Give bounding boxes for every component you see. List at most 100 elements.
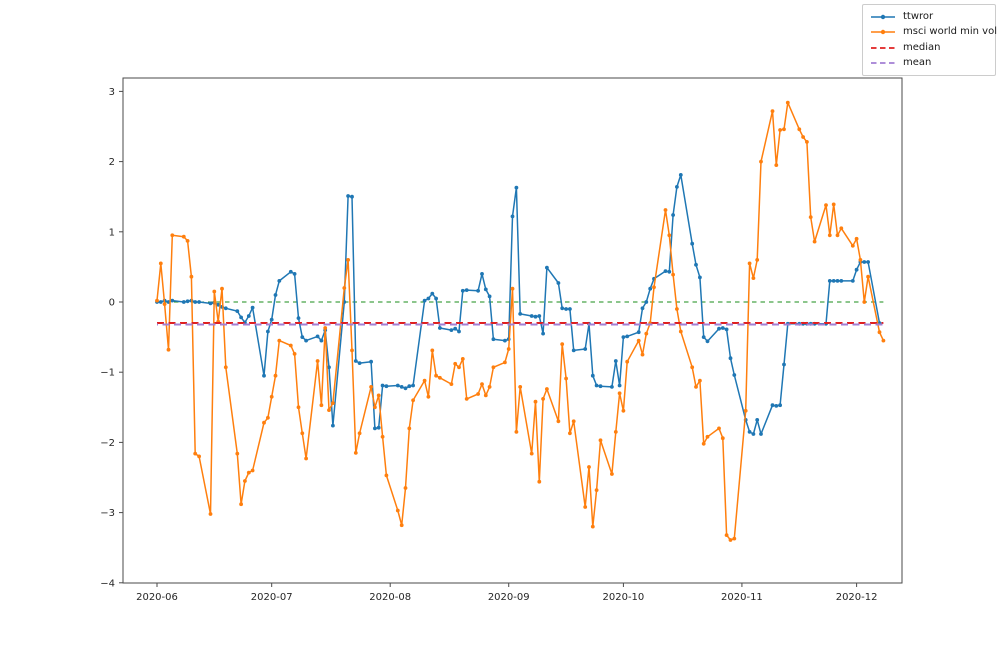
data-point: [288, 269, 293, 274]
data-point: [181, 300, 186, 304]
data-point: [250, 468, 255, 473]
y-tick-label: −4: [100, 578, 115, 589]
data-point: [158, 261, 163, 266]
data-point: [831, 279, 836, 283]
data-point: [480, 382, 484, 386]
data-point: [782, 362, 786, 367]
data-point: [353, 359, 358, 363]
data-point: [774, 404, 779, 408]
data-point: [380, 383, 385, 388]
data-point: [246, 314, 251, 318]
data-point: [564, 307, 568, 311]
data-point: [617, 391, 622, 396]
data-point: [411, 383, 415, 388]
data-point: [319, 338, 324, 343]
data-point: [667, 233, 672, 238]
data-point: [854, 267, 859, 272]
data-point: [724, 327, 729, 332]
x-tick-label: 2020-08: [369, 592, 411, 603]
data-point: [369, 385, 373, 389]
data-point: [866, 274, 870, 279]
data-point: [636, 338, 641, 343]
data-point: [438, 326, 442, 330]
data-point: [747, 430, 752, 434]
data-point: [346, 258, 350, 262]
data-point: [705, 434, 710, 439]
data-point: [797, 127, 802, 132]
data-point: [568, 431, 572, 436]
data-point: [269, 317, 274, 322]
data-point: [701, 441, 706, 446]
data-point: [262, 373, 266, 378]
data-point: [193, 300, 198, 304]
data-point: [460, 288, 465, 293]
data-point: [881, 338, 886, 343]
data-point: [720, 436, 725, 441]
data-point: [724, 533, 729, 537]
data-point: [514, 185, 519, 190]
data-point: [273, 293, 278, 297]
data-point: [610, 472, 614, 476]
data-point: [663, 208, 668, 212]
msci-line-swatch: [871, 30, 895, 35]
data-point: [296, 405, 301, 410]
data-point: [304, 338, 308, 343]
data-point: [239, 502, 244, 507]
data-point: [457, 365, 461, 370]
data-point: [503, 338, 507, 343]
data-point: [568, 307, 572, 311]
data-point: [292, 352, 297, 356]
data-point: [537, 314, 542, 318]
data-point: [422, 378, 427, 383]
data-point: [671, 272, 675, 277]
data-point: [625, 334, 630, 339]
data-point: [694, 385, 698, 389]
data-point: [407, 384, 412, 389]
data-point: [487, 385, 492, 389]
data-point: [304, 456, 308, 461]
data-point: [430, 348, 435, 353]
data-point: [728, 356, 733, 361]
data-point: [460, 357, 465, 361]
data-point: [357, 431, 362, 436]
data-point: [782, 127, 786, 132]
data-point: [533, 314, 538, 319]
data-point: [373, 426, 377, 431]
data-point: [613, 430, 618, 434]
data-point: [839, 279, 844, 283]
data-point: [506, 347, 511, 351]
data-point: [518, 312, 523, 316]
mean-line-swatch: [871, 62, 895, 65]
data-point: [216, 302, 221, 307]
data-point: [862, 260, 867, 264]
data-point: [533, 399, 538, 404]
legend: ttwror msci world min vol median mean: [862, 4, 997, 76]
data-point: [617, 383, 622, 388]
data-point: [770, 403, 775, 408]
data-point: [193, 451, 198, 456]
data-point: [835, 279, 840, 283]
legend-label-mean: mean: [903, 57, 932, 69]
data-point: [350, 348, 354, 353]
data-point: [583, 505, 588, 509]
data-point: [801, 135, 805, 139]
data-point: [300, 431, 305, 436]
data-point: [866, 260, 870, 264]
data-point: [491, 337, 496, 342]
data-point: [770, 109, 775, 113]
data-point: [518, 385, 523, 389]
y-tick-label: 3: [109, 87, 115, 98]
data-point: [590, 524, 595, 529]
data-point: [487, 294, 492, 299]
data-point: [220, 286, 224, 291]
data-point: [690, 241, 695, 246]
series-ttwror: [155, 173, 882, 436]
data-point: [571, 419, 576, 424]
data-point: [759, 159, 763, 164]
data-point: [300, 335, 305, 339]
x-tick-label: 2020-07: [251, 592, 293, 603]
data-point: [564, 376, 568, 381]
data-point: [598, 384, 603, 389]
legend-label-median: median: [903, 41, 941, 53]
axes: −4 −3 −2 −1 0 1 2 3 2020-06 2020-07 2020-08 2020-09…: [100, 77, 903, 603]
